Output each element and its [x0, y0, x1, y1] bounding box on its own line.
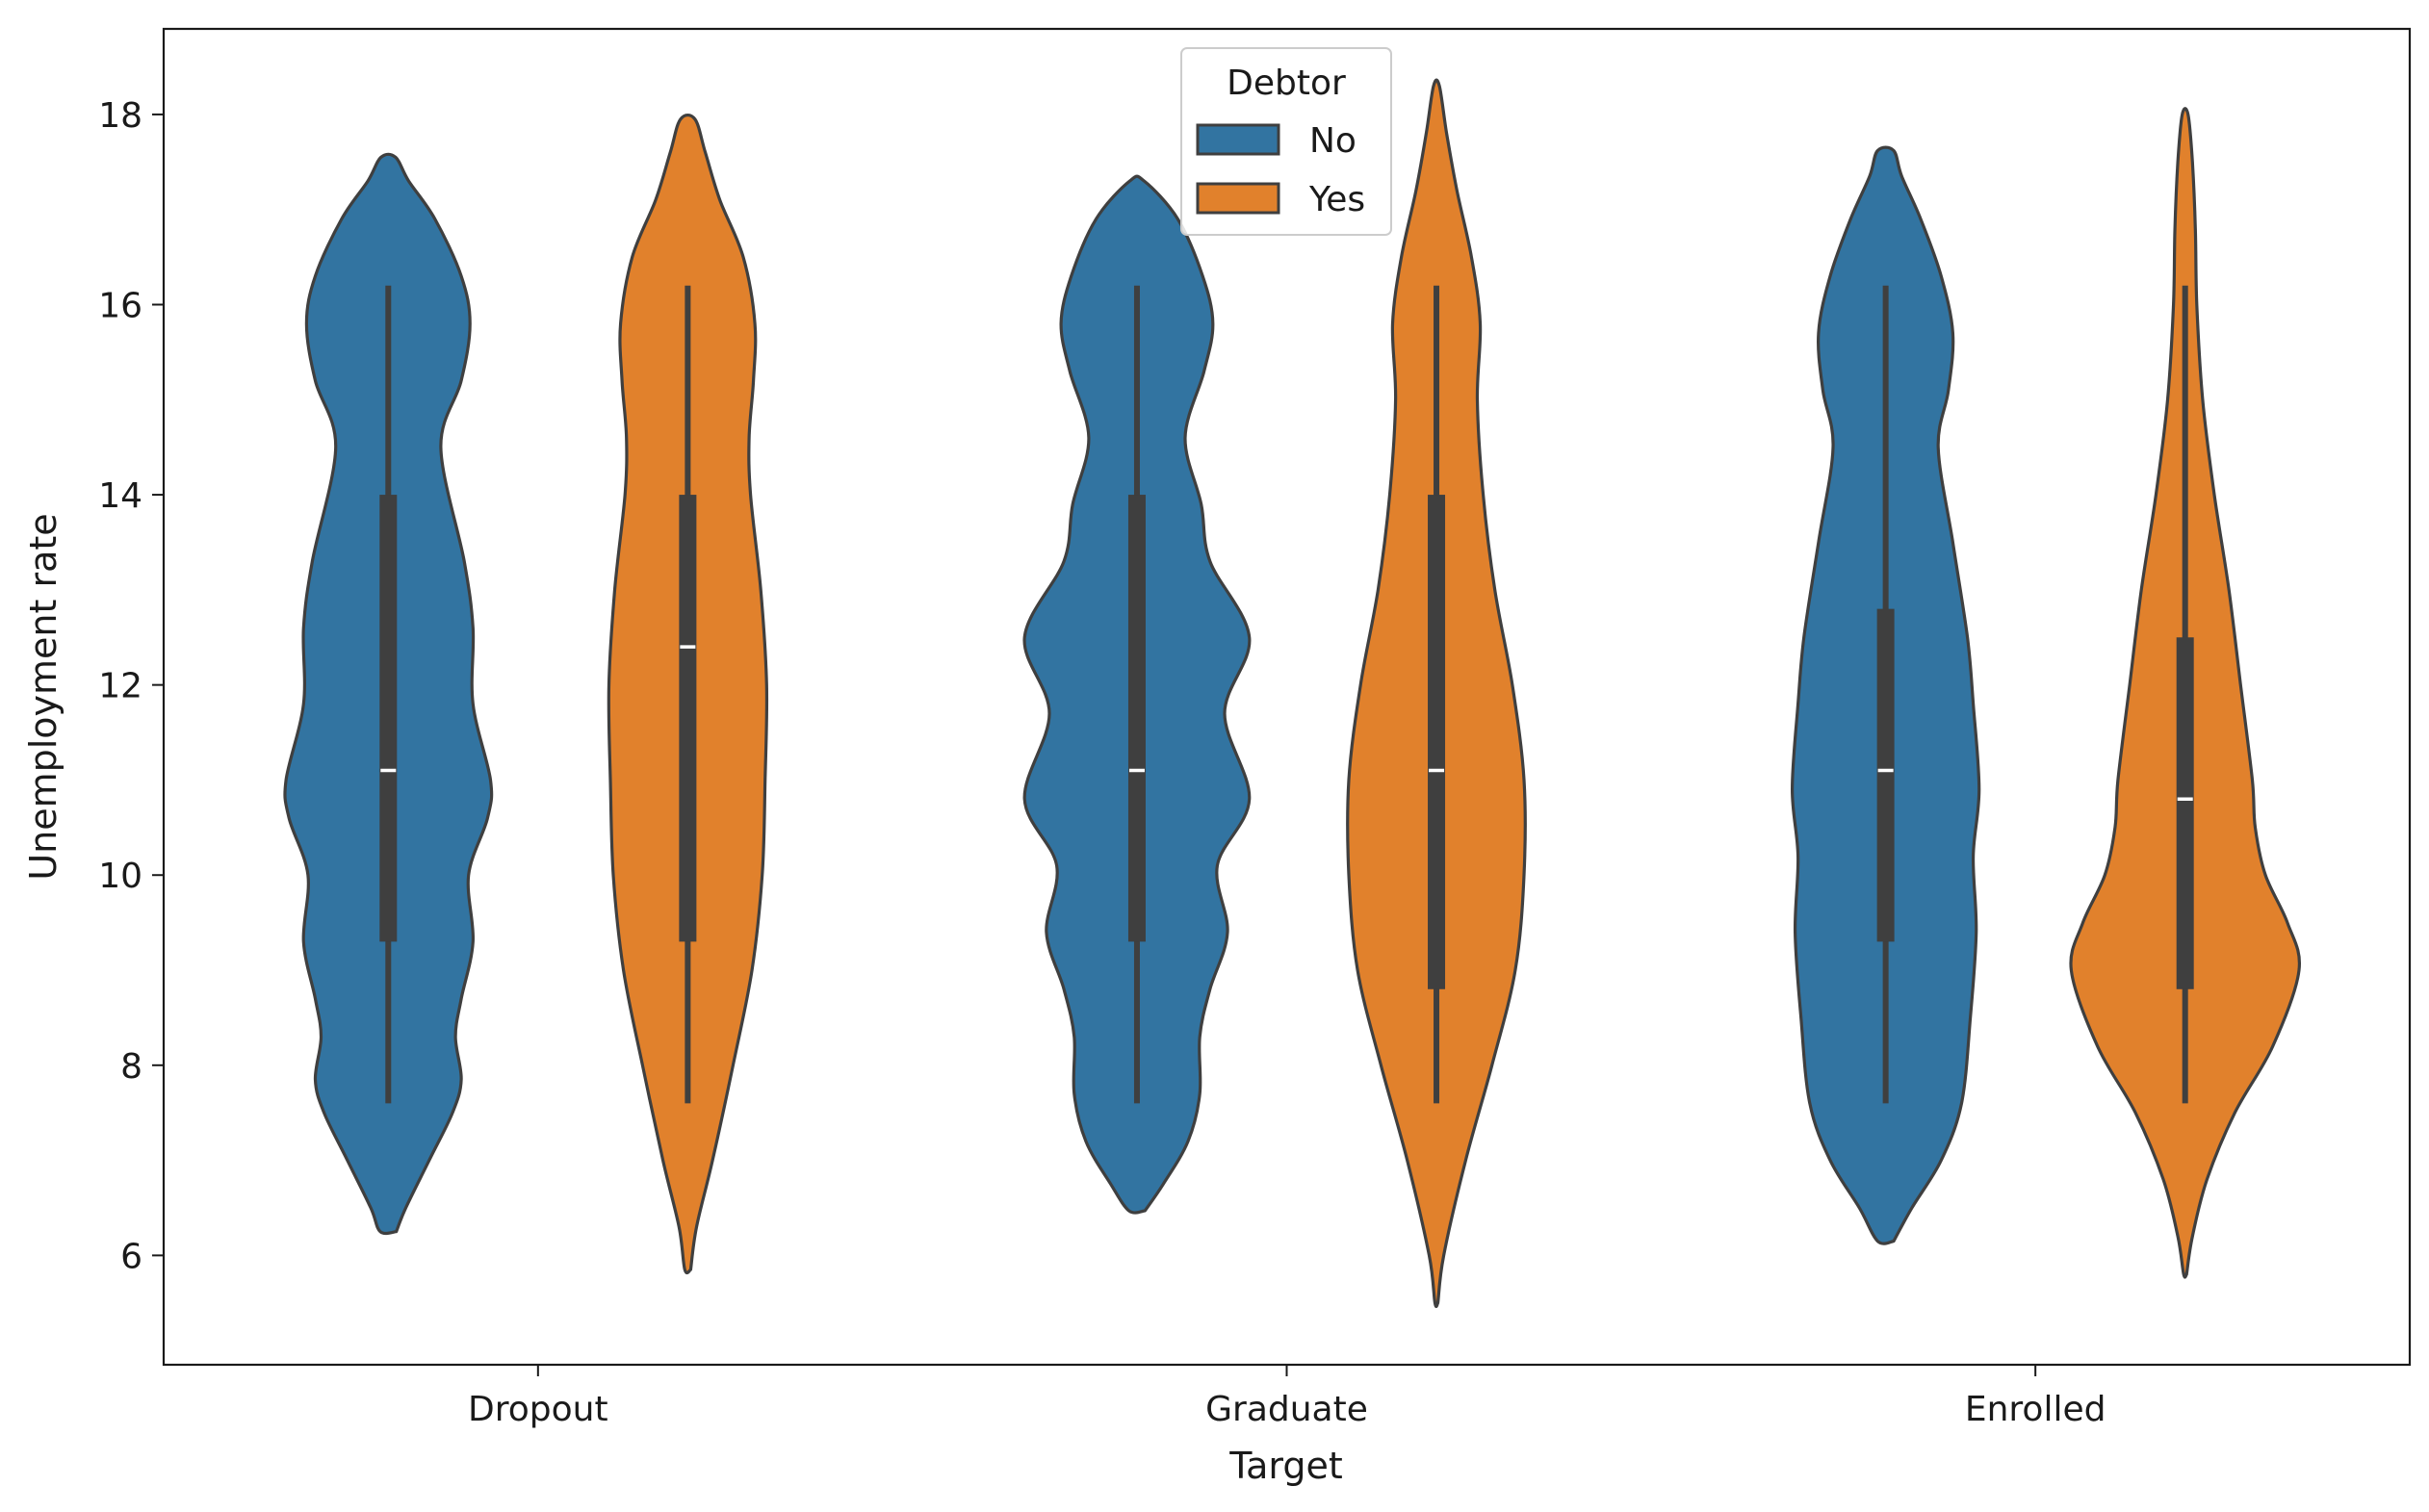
y-tick-label: 6 — [120, 1237, 142, 1276]
violin-iqr-box — [2176, 637, 2194, 989]
violin-graduate-no — [1022, 174, 1252, 1215]
violins-layer — [283, 78, 2302, 1309]
y-tick-label: 12 — [98, 667, 142, 706]
x-tick-label: Enrolled — [1965, 1390, 2106, 1429]
violin-graduate-yes — [1346, 78, 1527, 1309]
violin-iqr-box — [379, 495, 398, 942]
legend-label-no: No — [1309, 121, 1357, 161]
x-axis: Dropout Graduate Enrolled — [468, 1365, 2106, 1429]
violin-iqr-box — [1428, 495, 1446, 989]
x-tick-label: Dropout — [468, 1390, 608, 1429]
y-tick-label: 18 — [98, 96, 142, 136]
legend-label-yes: Yes — [1308, 180, 1365, 219]
y-tick-label: 16 — [98, 286, 142, 325]
violin-iqr-box — [1876, 608, 1895, 942]
legend-swatch-yes — [1196, 182, 1280, 215]
x-tick-label: Graduate — [1205, 1390, 1368, 1429]
y-tick-label: 14 — [98, 476, 142, 516]
legend-swatch-no — [1196, 123, 1280, 156]
y-axis-label: Unemployment rate — [22, 513, 65, 880]
y-tick-label: 8 — [120, 1047, 142, 1087]
x-axis-label: Target — [1228, 1445, 1343, 1487]
y-axis: 6 8 10 12 14 16 18 — [98, 96, 164, 1276]
violin-iqr-box — [679, 495, 697, 942]
y-tick-label: 10 — [98, 857, 142, 896]
violin-enrolled-no — [1791, 145, 1981, 1245]
violin-enrolled-yes — [2069, 107, 2302, 1279]
legend-title: Debtor — [1227, 64, 1346, 103]
violin-dropout-yes — [607, 113, 769, 1275]
violin-dropout-no — [283, 152, 494, 1236]
violin-iqr-box — [1127, 495, 1146, 942]
legend: Debtor No Yes — [1180, 47, 1392, 236]
